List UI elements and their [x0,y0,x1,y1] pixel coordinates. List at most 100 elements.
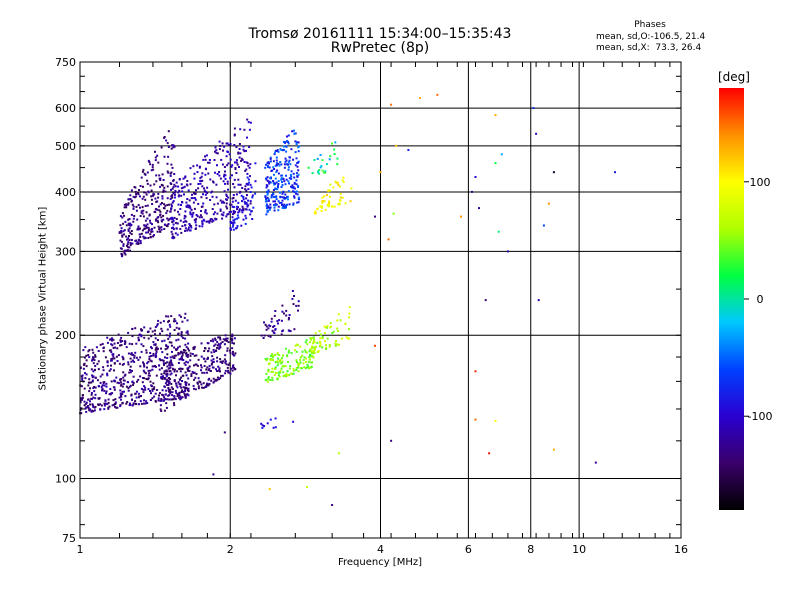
data-point [296,201,299,204]
data-point [132,383,135,386]
data-point [192,346,195,349]
data-point [287,134,290,137]
data-point [282,191,285,194]
data-point [137,204,140,207]
data-point [94,386,97,389]
data-point [244,214,247,217]
data-point [127,246,130,249]
data-point [309,338,312,341]
data-point [275,203,278,206]
data-point [80,398,82,401]
data-point [316,207,319,210]
data-point [225,205,228,208]
data-point [337,203,340,206]
data-point [334,344,337,347]
data-point [150,346,152,349]
data-point [226,366,229,369]
data-point [118,396,121,399]
data-point [169,360,172,363]
data-point [120,230,123,232]
data-point [166,209,169,212]
data-point [214,378,217,381]
data-point [106,374,109,377]
data-point [231,333,234,336]
data-point [266,161,269,164]
data-point [162,214,165,217]
data-point [97,385,100,388]
data-point [116,406,119,409]
data-point [216,356,219,359]
data-point [113,403,115,406]
data-point [324,171,327,174]
data-point [204,155,206,158]
data-point [219,209,222,212]
data-point [165,406,168,409]
data-point [266,357,269,360]
data-point [344,322,347,325]
data-point [215,196,218,199]
data-point [123,340,126,343]
data-point [137,242,140,245]
data-point [108,405,111,408]
data-point [136,241,139,244]
data-point [126,238,128,241]
data-point [85,373,88,376]
data-point [140,328,142,331]
data-point [150,355,153,357]
data-point [167,379,170,382]
data-point [140,211,143,214]
data-point [150,228,153,231]
data-point [154,343,157,346]
data-point [186,180,189,182]
data-point [187,342,190,345]
data-point [196,382,199,385]
data-point [219,177,222,180]
data-point [166,204,169,207]
data-point [184,381,187,384]
data-point [210,363,213,366]
data-point [154,365,156,367]
data-point [91,403,94,406]
data-point [297,300,300,303]
data-point [265,177,267,180]
data-point [221,217,224,220]
data-point [89,400,91,403]
data-point [151,388,154,391]
data-point [171,187,174,190]
data-point [249,183,252,186]
data-point [143,364,146,367]
data-point [336,163,339,166]
data-point [144,372,147,375]
data-point [223,173,226,176]
data-point [321,337,324,340]
data-point [332,330,335,333]
data-point [277,357,280,360]
data-point [297,184,300,187]
data-point [135,342,138,345]
data-point [128,198,131,201]
data-point [152,382,155,385]
data-point [271,329,274,332]
data-point [227,196,230,199]
data-point [180,231,183,234]
data-point [162,179,165,181]
data-point [119,392,122,395]
data-point [167,394,170,397]
data-point [187,361,189,364]
colorbar-label: [deg] [718,70,750,84]
data-point [133,354,136,357]
data-point [127,331,130,334]
data-point [184,337,187,340]
data-point [312,356,315,359]
data-point [275,181,278,184]
data-point [350,187,353,190]
data-point [226,347,229,350]
data-point [229,372,232,375]
data-point [228,362,231,365]
data-point [155,346,158,349]
data-point [160,373,163,376]
data-point [219,346,222,349]
data-point [95,346,98,349]
data-point [205,197,208,200]
data-point [156,154,159,157]
